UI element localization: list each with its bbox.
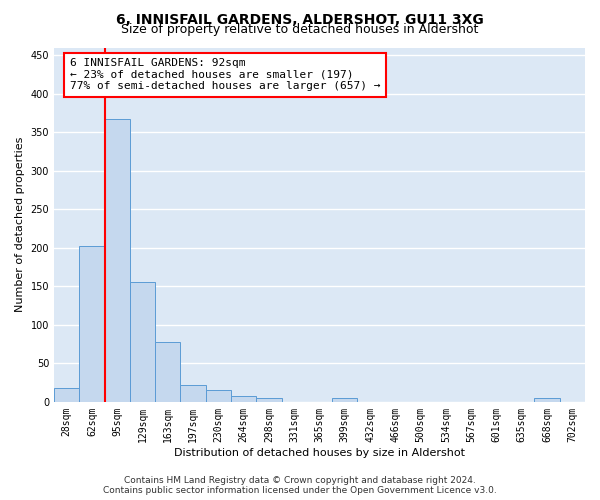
Bar bbox=[332, 398, 358, 402]
Bar bbox=[130, 282, 155, 402]
Text: Contains HM Land Registry data © Crown copyright and database right 2024.
Contai: Contains HM Land Registry data © Crown c… bbox=[103, 476, 497, 495]
Bar bbox=[79, 246, 104, 402]
Y-axis label: Number of detached properties: Number of detached properties bbox=[15, 137, 25, 312]
Bar bbox=[231, 396, 256, 402]
Bar bbox=[104, 119, 130, 402]
Text: Size of property relative to detached houses in Aldershot: Size of property relative to detached ho… bbox=[121, 24, 479, 36]
Bar bbox=[206, 390, 231, 402]
Bar bbox=[535, 398, 560, 402]
Bar bbox=[181, 385, 206, 402]
Bar bbox=[155, 342, 181, 402]
Text: 6, INNISFAIL GARDENS, ALDERSHOT, GU11 3XG: 6, INNISFAIL GARDENS, ALDERSHOT, GU11 3X… bbox=[116, 12, 484, 26]
Bar bbox=[54, 388, 79, 402]
X-axis label: Distribution of detached houses by size in Aldershot: Distribution of detached houses by size … bbox=[174, 448, 465, 458]
Bar bbox=[256, 398, 281, 402]
Text: 6 INNISFAIL GARDENS: 92sqm
← 23% of detached houses are smaller (197)
77% of sem: 6 INNISFAIL GARDENS: 92sqm ← 23% of deta… bbox=[70, 58, 380, 92]
